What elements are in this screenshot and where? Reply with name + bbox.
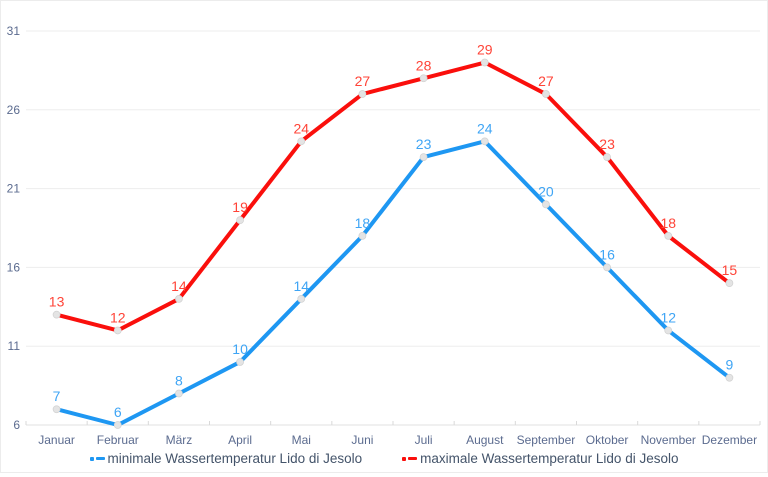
x-axis-tick-label: Januar [38,433,75,447]
data-point [603,263,611,272]
data-point [542,90,550,98]
data-point [480,137,489,146]
y-axis-tick-label: 6 [13,418,20,432]
x-axis-tick-label: November [641,433,696,447]
data-label: 14 [293,278,309,294]
legend-item-max: maximale Wassertemperatur Lido di Jesolo [402,451,678,466]
data-label: 8 [175,372,183,388]
data-point [725,373,734,382]
data-label: 12 [110,309,126,325]
data-point [113,326,122,335]
data-label: 24 [477,120,493,136]
data-point [175,389,183,398]
data-label: 9 [726,357,734,373]
data-label: 29 [477,42,493,58]
data-label: 24 [293,120,309,136]
data-point [664,232,673,240]
data-label: 12 [660,309,676,325]
legend-dot-min-icon [89,456,94,461]
data-label: 23 [599,136,615,152]
data-point [603,153,611,161]
data-point [297,137,306,146]
data-point [664,326,673,335]
x-axis-tick-label: September [517,433,576,447]
legend-label-min: minimale Wassertemperatur Lido di Jesolo [107,451,363,466]
series-line-min [54,139,732,427]
data-point [175,295,183,303]
legend-dash-min-icon [95,457,105,460]
data-label: 19 [232,199,248,215]
data-label: 18 [660,215,676,231]
data-label: 15 [722,262,738,278]
y-axis-tick-label: 31 [7,24,21,38]
series-line-max [54,60,732,333]
data-label: 27 [355,73,371,89]
x-axis-tick-label: Dezember [702,433,757,447]
data-label: 14 [171,278,187,294]
data-label: 20 [538,183,554,199]
data-point [725,279,734,288]
data-label: 13 [49,294,65,310]
chart-legend: minimale Wassertemperatur Lido di Jesolo… [0,451,768,466]
legend-label-max: maximale Wassertemperatur Lido di Jesolo [420,451,679,466]
y-axis-tick-label: 16 [7,260,21,274]
data-point [236,358,244,366]
data-label: 27 [538,73,554,89]
data-point [358,90,367,98]
line-marker-min-icon [89,456,105,461]
chart-canvas: 6 11 16 21 26 31 Januar Februar März April Mai Juni… [7,24,761,447]
x-axis-tick-label: Februar [97,433,139,447]
data-label: 23 [416,136,432,152]
data-point [52,310,61,319]
legend-dot-max-icon [402,456,407,461]
data-point [419,74,428,83]
data-label: 7 [53,388,61,404]
data-point [480,58,489,67]
x-axis-tick-label: Mai [292,433,311,447]
data-point [113,421,122,429]
x-axis-tick-label: Juli [415,433,433,447]
x-axis-tick-label: April [228,433,252,447]
y-axis-tick-label: 21 [7,182,21,196]
data-point [419,153,428,161]
data-point [236,216,244,224]
legend-item-min: minimale Wassertemperatur Lido di Jesolo [89,451,363,466]
data-point [297,295,306,303]
x-axis-tick-label: August [466,433,504,447]
data-point [52,405,61,414]
x-axis-tick-label: Juni [351,433,373,447]
x-axis-tick-label: März [166,433,193,447]
line-marker-max-icon [402,456,418,461]
data-label: 18 [355,215,371,231]
data-label: 10 [232,341,248,357]
y-axis-tick-label: 11 [8,339,21,353]
y-axis-tick-label: 26 [7,103,21,117]
data-label: 16 [599,246,615,262]
data-label: 6 [114,404,122,420]
data-point [358,232,367,240]
data-label: 28 [416,57,432,73]
data-point [542,200,550,209]
legend-dash-max-icon [408,457,418,460]
x-axis-tick-label: Oktober [586,433,629,447]
